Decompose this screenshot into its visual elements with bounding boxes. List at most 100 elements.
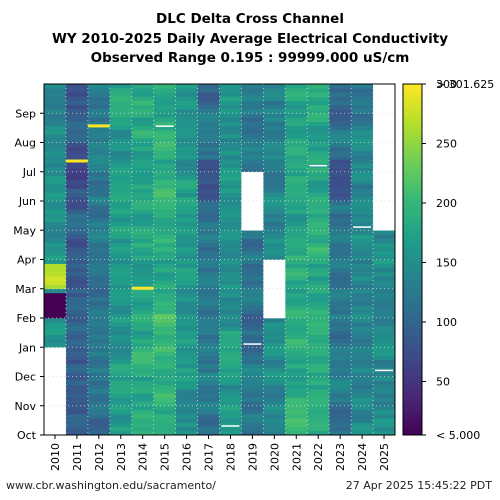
heatmap-cell	[285, 155, 308, 160]
heatmap-cell	[307, 96, 330, 102]
heatmap-cell	[109, 267, 133, 273]
heatmap-cell	[153, 305, 176, 310]
heatmap-cell	[175, 409, 198, 415]
heatmap-cell	[241, 201, 264, 206]
heatmap-cell	[109, 163, 133, 168]
heatmap-cell	[219, 292, 242, 298]
source-url[interactable]: www.cbr.washington.edu/sacramento/	[6, 479, 216, 492]
heatmap-cell	[351, 221, 374, 227]
heatmap-cell	[351, 88, 374, 93]
heatmap-cell	[241, 393, 264, 398]
heatmap-cell	[197, 313, 220, 319]
heatmap-cell	[351, 351, 374, 356]
heatmap-cell	[351, 376, 374, 381]
colorbar-segment	[403, 250, 422, 255]
heatmap-cell	[131, 129, 154, 135]
heatmap-cell	[219, 159, 242, 164]
colorbar-segment	[403, 350, 422, 354]
heatmap-cell	[329, 209, 352, 214]
heatmap-cell	[373, 380, 396, 386]
heatmap-cell	[241, 196, 264, 202]
heatmap-cell	[44, 334, 67, 340]
heatmap-cell	[65, 209, 89, 214]
heatmap-cell	[44, 213, 67, 219]
heatmap-cell	[285, 217, 308, 223]
heatmap-cell	[263, 242, 286, 248]
heatmap-cell	[329, 196, 352, 202]
heatmap-cell	[373, 230, 396, 235]
heatmap-cell	[351, 226, 374, 231]
heatmap-cell	[65, 267, 89, 273]
heatmap-cell	[153, 292, 176, 298]
heatmap-cell	[219, 338, 242, 344]
heatmap-cell	[373, 159, 396, 164]
colorbar-segment	[403, 271, 422, 275]
heatmap-cell	[87, 113, 111, 118]
heatmap-cell	[285, 117, 308, 122]
heatmap-cell	[44, 163, 67, 168]
heatmap-cell	[351, 134, 374, 139]
heatmap-cell	[373, 284, 396, 290]
heatmap-cell	[44, 355, 67, 361]
heatmap-cell	[351, 318, 374, 323]
heatmap-cell	[373, 259, 396, 264]
heatmap-cell	[307, 134, 330, 139]
heatmap-cell	[65, 217, 89, 223]
heatmap-cell	[65, 347, 89, 352]
heatmap-cell	[307, 430, 330, 436]
heatmap-cell	[263, 167, 286, 173]
heatmap-cell	[373, 96, 396, 102]
heatmap-cell	[153, 267, 176, 273]
heatmap-cell	[44, 188, 67, 193]
heatmap-cell	[44, 221, 67, 227]
heatmap-cell	[44, 414, 67, 419]
heatmap-cell	[307, 280, 330, 285]
heatmap-cell	[153, 221, 176, 227]
heatmap-cell	[263, 121, 286, 127]
x-tick-label: 2016	[181, 443, 194, 471]
heatmap-cell	[219, 113, 242, 118]
colorbar-segment	[403, 148, 422, 152]
x-tick-label: 2020	[268, 443, 281, 471]
y-tick-label: Aug	[15, 137, 36, 150]
colorbar-segment	[403, 288, 422, 293]
heatmap-cell	[109, 397, 133, 402]
heatmap-cell	[241, 397, 264, 402]
heatmap-cell	[241, 267, 264, 273]
heatmap-cell	[329, 384, 352, 390]
heatmap-cell	[65, 351, 89, 356]
heatmap-cell	[197, 92, 220, 97]
heatmap-cell	[131, 113, 154, 118]
heatmap-cell	[65, 180, 89, 185]
heatmap-cell	[87, 318, 111, 323]
colorbar-segment	[403, 323, 422, 328]
heatmap-cell	[219, 322, 242, 327]
heatmap-cell	[241, 259, 264, 264]
heatmap-cell	[285, 259, 308, 264]
heatmap-cell	[65, 338, 89, 344]
heatmap-cell	[329, 167, 352, 173]
heatmap-cell	[373, 92, 396, 97]
x-tick-label: 2025	[378, 443, 391, 471]
heatmap-cell	[241, 117, 264, 122]
heatmap-cell	[175, 330, 198, 336]
colorbar-segment	[403, 218, 422, 222]
heatmap-cell	[175, 163, 198, 168]
heatmap-cell	[87, 125, 111, 131]
y-tick-label: Apr	[17, 254, 37, 267]
heatmap-cell	[373, 359, 396, 365]
heatmap-cell	[109, 255, 133, 260]
heatmap-cell	[44, 292, 67, 298]
heatmap-cell	[65, 334, 89, 340]
heatmap-cell	[307, 109, 330, 114]
heatmap-cell	[263, 309, 286, 315]
heatmap-cell	[109, 334, 133, 340]
heatmap-cell	[351, 167, 374, 173]
heatmap-cell	[65, 418, 89, 423]
heatmap-cell	[131, 372, 154, 377]
heatmap-cell	[329, 188, 352, 193]
heatmap-gap	[309, 164, 328, 167]
heatmap-cell	[219, 226, 242, 231]
heatmap-cell	[285, 146, 308, 152]
heatmap-cell	[87, 84, 111, 89]
